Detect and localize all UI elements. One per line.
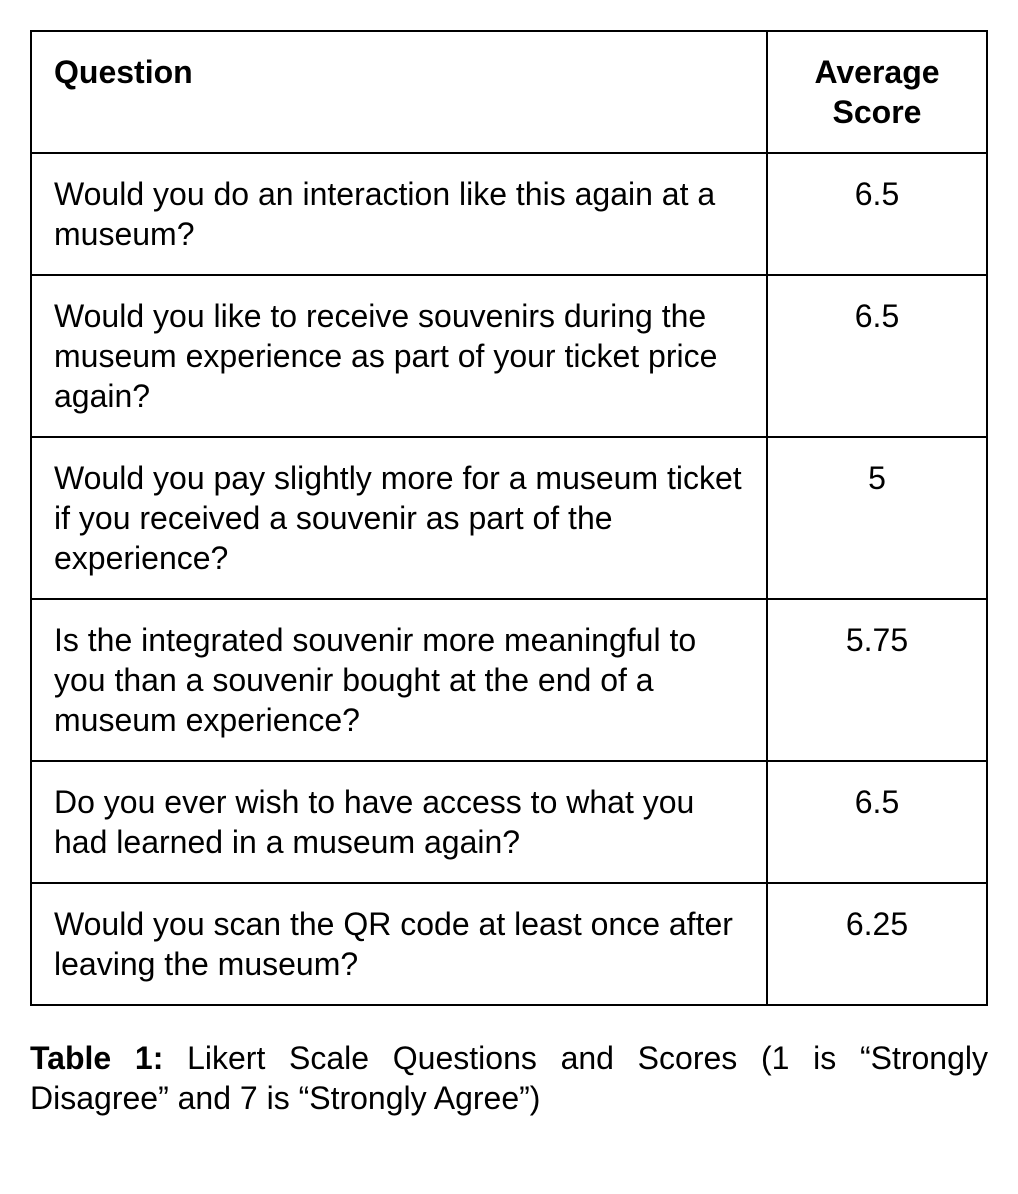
question-cell: Would you like to receive souvenirs duri…: [31, 275, 767, 437]
question-cell: Would you do an interaction like this ag…: [31, 153, 767, 275]
score-cell: 5.75: [767, 599, 987, 761]
likert-table: Question Average Score Would you do an i…: [30, 30, 988, 1006]
score-cell: 6.5: [767, 275, 987, 437]
caption-label: Table 1:: [30, 1040, 163, 1076]
table-caption: Table 1: Likert Scale Questions and Scor…: [30, 1038, 988, 1118]
table-row: Would you like to receive souvenirs duri…: [31, 275, 987, 437]
score-cell: 6.5: [767, 761, 987, 883]
table-row: Do you ever wish to have access to what …: [31, 761, 987, 883]
table-row: Would you do an interaction like this ag…: [31, 153, 987, 275]
table-row: Is the integrated souvenir more meaningf…: [31, 599, 987, 761]
score-cell: 6.5: [767, 153, 987, 275]
question-cell: Do you ever wish to have access to what …: [31, 761, 767, 883]
score-cell: 6.25: [767, 883, 987, 1005]
score-cell: 5: [767, 437, 987, 599]
question-cell: Is the integrated souvenir more meaningf…: [31, 599, 767, 761]
table-row: Would you pay slightly more for a museum…: [31, 437, 987, 599]
caption-text: Likert Scale Questions and Scores (1 is …: [30, 1040, 988, 1116]
col-header-score: Average Score: [767, 31, 987, 153]
table-header-row: Question Average Score: [31, 31, 987, 153]
question-cell: Would you scan the QR code at least once…: [31, 883, 767, 1005]
question-cell: Would you pay slightly more for a museum…: [31, 437, 767, 599]
table-row: Would you scan the QR code at least once…: [31, 883, 987, 1005]
col-header-question: Question: [31, 31, 767, 153]
